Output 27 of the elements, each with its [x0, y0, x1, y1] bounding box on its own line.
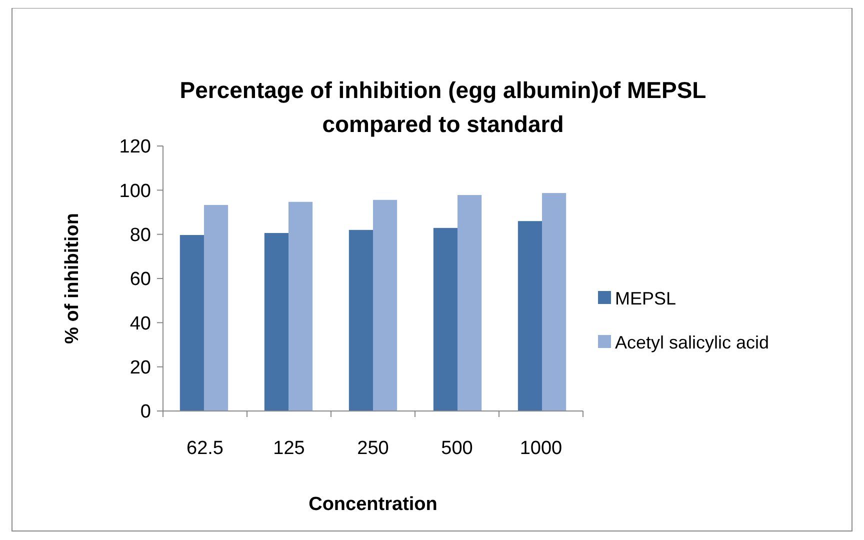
legend-label: MEPSL [615, 288, 676, 308]
y-tick-label: 0 [140, 402, 151, 423]
bar [373, 200, 398, 411]
x-axis-title: Concentration [308, 494, 438, 515]
x-tick-label: 1000 [520, 438, 562, 459]
x-tick-label: 500 [441, 438, 473, 459]
y-tick-label: 20 [130, 357, 151, 378]
bar [264, 233, 288, 411]
y-tick-label: 80 [130, 224, 151, 246]
chart-title: Percentage of inhibition (egg albumin)of MEPSL compared to standard [180, 77, 706, 137]
x-tick-label: 250 [357, 438, 389, 459]
y-axis-title: % of inhibition [62, 213, 83, 344]
legend-label: Acetyl salicylic acid [615, 332, 770, 352]
bar [433, 228, 458, 411]
x-tick-label: 125 [273, 438, 305, 459]
bar [458, 195, 482, 411]
x-tick-label: 62.5 [186, 438, 224, 459]
bar [348, 230, 373, 411]
bar [518, 221, 542, 411]
y-tick-label: 40 [130, 313, 151, 334]
bar [204, 204, 228, 411]
y-tick-label: 100 [119, 180, 151, 202]
bar [288, 202, 313, 411]
y-tick-label: 120 [119, 136, 151, 158]
bar [180, 234, 204, 411]
bar [542, 193, 566, 411]
y-tick-label: 60 [130, 269, 151, 290]
